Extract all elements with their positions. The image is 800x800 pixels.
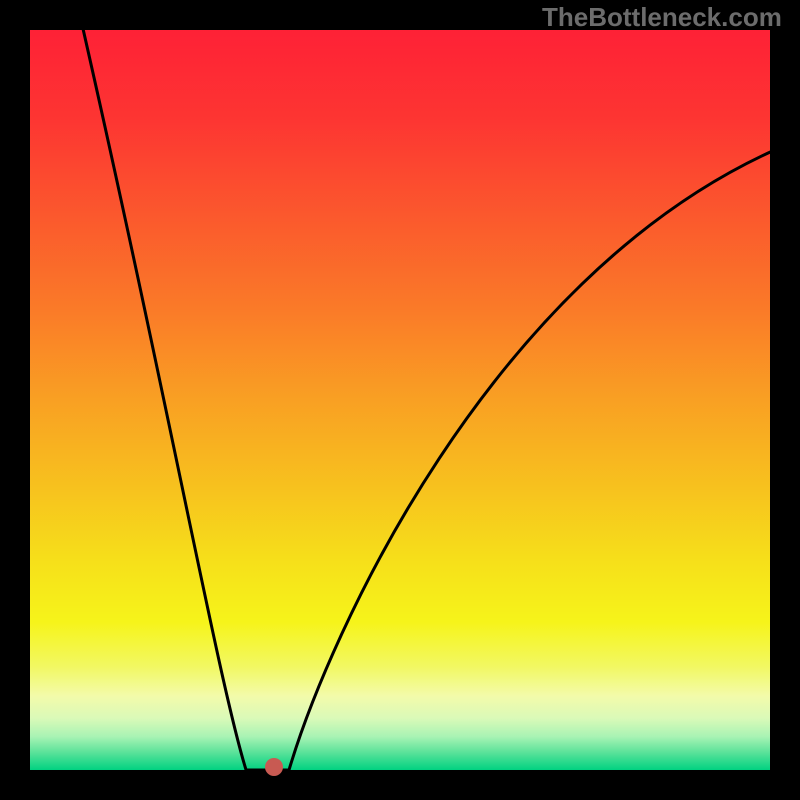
gradient-background [30, 30, 770, 770]
watermark-text: TheBottleneck.com [542, 2, 782, 33]
chart-frame [0, 0, 800, 800]
chart-container: TheBottleneck.com [0, 0, 800, 800]
